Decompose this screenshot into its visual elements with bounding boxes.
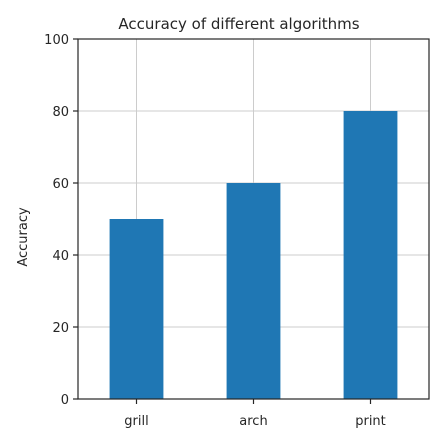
y-tick-label: 100 bbox=[44, 33, 69, 48]
y-tick-label: 0 bbox=[61, 393, 69, 408]
x-tick-label-print: print bbox=[355, 414, 386, 429]
bar-arch bbox=[226, 183, 281, 399]
x-tick-label-arch: arch bbox=[239, 414, 267, 429]
y-axis-label: Accuracy bbox=[16, 207, 31, 267]
bar-print bbox=[343, 111, 398, 399]
axis-layer bbox=[73, 38, 430, 404]
bar-layer bbox=[109, 111, 398, 399]
y-tick-label: 60 bbox=[52, 177, 69, 192]
tick-layer: 0 20 40 60 80 100 grill arch print bbox=[44, 33, 386, 429]
y-tick-label: 80 bbox=[52, 105, 69, 120]
y-tick-label: 40 bbox=[52, 249, 69, 264]
plot-frame bbox=[77, 38, 430, 400]
y-tick-label: 20 bbox=[52, 321, 69, 336]
bar-grill bbox=[109, 219, 164, 399]
x-tick-label-grill: grill bbox=[124, 414, 148, 429]
chart-title: Accuracy of different algorithms bbox=[118, 15, 359, 33]
